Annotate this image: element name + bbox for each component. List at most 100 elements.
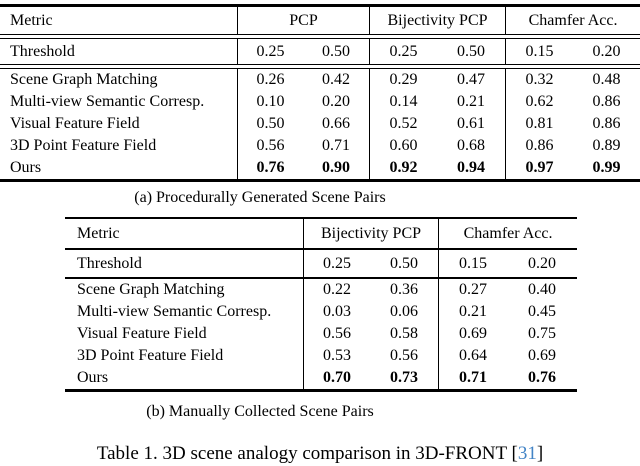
rule-divider	[65, 277, 578, 279]
table-header-row: Metric PCP Bijectivity PCP Chamfer Acc.	[0, 7, 640, 34]
value-cell: 0.99	[592, 159, 621, 176]
value-cell: 0.20	[528, 254, 557, 272]
column-header-chamfer-acc: Chamfer Acc.	[505, 7, 640, 34]
threshold-row: Threshold 0.25 0.50 0.25 0.50 0.15 0.20	[0, 39, 640, 64]
subcaption-a: (a) Procedurally Generated Scene Pairs	[134, 189, 386, 206]
rule-row	[0, 34, 640, 39]
value-cell: 0.66	[322, 115, 350, 132]
table-manual-scene-pairs: Metric Bijectivity PCP Chamfer Acc. Thre…	[65, 217, 578, 392]
method-label: Scene Graph Matching	[77, 281, 225, 298]
value-cell: 0.71	[438, 367, 507, 389]
table-caption: Table 1. 3D scene analogy comparison in …	[0, 442, 640, 466]
table-row: Multi-view Semantic Corresp. 0.03 0.06 0…	[65, 301, 577, 323]
value-cell: 0.56	[390, 347, 418, 364]
table-row: Scene Graph Matching 0.26 0.42 0.29 0.47…	[0, 69, 640, 91]
value-cell: 0.75	[528, 325, 557, 342]
value-cell: 0.03	[303, 301, 370, 323]
value-cell: 0.73	[390, 369, 418, 386]
value-cell: 0.15	[505, 39, 573, 64]
value-cell: 0.69	[438, 323, 507, 345]
citation-bracket-open: [	[511, 443, 518, 464]
subcaption-b: (b) Manually Collected Scene Pairs	[146, 403, 374, 420]
double-rule-divider	[0, 64, 640, 69]
threshold-row: Threshold 0.25 0.50 0.15 0.20	[65, 250, 577, 277]
value-cell: 0.25	[303, 250, 370, 277]
column-header-metric: Metric	[77, 224, 120, 242]
value-cell: 0.15	[438, 250, 507, 277]
value-cell: 0.58	[390, 325, 418, 342]
citation-link-31[interactable]: 31	[517, 443, 537, 464]
threshold-label: Threshold	[10, 42, 75, 60]
column-header-bijectivity-pcp: Bijectivity PCP	[369, 7, 505, 34]
method-label: Visual Feature Field	[10, 115, 140, 132]
table-row-ours: Ours 0.76 0.90 0.92 0.94 0.97 0.99	[0, 157, 640, 179]
double-rule-divider	[0, 34, 640, 39]
value-cell: 0.60	[369, 135, 437, 157]
table-row: Visual Feature Field 0.50 0.66 0.52 0.61…	[0, 113, 640, 135]
column-header-chamfer-acc: Chamfer Acc.	[438, 219, 577, 248]
value-cell: 0.25	[369, 39, 437, 64]
rule-row	[65, 277, 578, 279]
value-cell: 0.29	[369, 69, 437, 91]
value-cell: 0.69	[528, 347, 557, 364]
table-row: Multi-view Semantic Corresp. 0.10 0.20 0…	[0, 91, 640, 113]
table-caption-text: Table 1. 3D scene analogy comparison in …	[96, 443, 512, 464]
value-cell: 0.21	[457, 93, 485, 110]
value-cell: 0.52	[369, 113, 437, 135]
value-cell: 0.92	[369, 157, 437, 179]
value-cell: 0.27	[438, 279, 507, 301]
rule-divider	[65, 248, 578, 250]
citation-bracket-close: ]	[536, 443, 544, 464]
table-header-row: Metric Bijectivity PCP Chamfer Acc.	[65, 219, 577, 248]
method-label: 3D Point Feature Field	[10, 137, 157, 154]
method-label: Scene Graph Matching	[10, 71, 158, 88]
value-cell: 0.20	[592, 42, 621, 60]
value-cell: 0.86	[592, 115, 621, 132]
value-cell: 0.64	[438, 345, 507, 367]
value-cell: 0.06	[390, 303, 418, 320]
value-cell: 0.97	[505, 157, 573, 179]
value-cell: 0.21	[438, 301, 507, 323]
value-cell: 0.50	[322, 42, 350, 60]
value-cell: 0.47	[457, 71, 485, 88]
value-cell: 0.20	[322, 93, 350, 110]
value-cell: 0.61	[457, 115, 485, 132]
value-cell: 0.86	[592, 93, 621, 110]
table-row: Visual Feature Field 0.56 0.58 0.69 0.75	[65, 323, 577, 345]
value-cell: 0.14	[369, 91, 437, 113]
value-cell: 0.48	[592, 71, 621, 88]
value-cell: 0.40	[528, 281, 557, 298]
rule-row	[0, 64, 640, 69]
value-cell: 0.32	[505, 69, 573, 91]
table-row: 3D Point Feature Field 0.56 0.71 0.60 0.…	[0, 135, 640, 157]
value-cell: 0.81	[505, 113, 573, 135]
value-cell: 0.42	[322, 71, 350, 88]
value-cell: 0.90	[322, 159, 350, 176]
table-row: 3D Point Feature Field 0.53 0.56 0.64 0.…	[65, 345, 577, 367]
value-cell: 0.89	[592, 137, 621, 154]
value-cell: 0.70	[303, 367, 370, 389]
method-label: Ours	[10, 159, 42, 176]
value-cell: 0.56	[237, 135, 303, 157]
value-cell: 0.71	[322, 137, 350, 154]
value-cell: 0.10	[237, 91, 303, 113]
column-header-metric: Metric	[10, 11, 53, 29]
value-cell: 0.68	[457, 137, 485, 154]
table-procedural-scene-pairs: Metric PCP Bijectivity PCP Chamfer Acc. …	[0, 4, 640, 182]
value-cell: 0.50	[457, 42, 485, 60]
table-row-ours: Ours 0.70 0.73 0.71 0.76	[65, 367, 577, 389]
method-label: Ours	[77, 369, 109, 386]
value-cell: 0.62	[505, 91, 573, 113]
value-cell: 0.56	[303, 323, 370, 345]
threshold-label: Threshold	[77, 254, 142, 272]
value-cell: 0.36	[390, 281, 418, 298]
value-cell: 0.25	[237, 39, 303, 64]
method-label: Multi-view Semantic Corresp.	[10, 93, 205, 110]
column-header-pcp: PCP	[237, 7, 369, 34]
value-cell: 0.53	[303, 345, 370, 367]
value-cell: 0.26	[237, 69, 303, 91]
value-cell: 0.45	[528, 303, 557, 320]
rule-row	[65, 248, 578, 250]
method-label: Visual Feature Field	[77, 325, 207, 342]
table-row: Scene Graph Matching 0.22 0.36 0.27 0.40	[65, 279, 577, 301]
